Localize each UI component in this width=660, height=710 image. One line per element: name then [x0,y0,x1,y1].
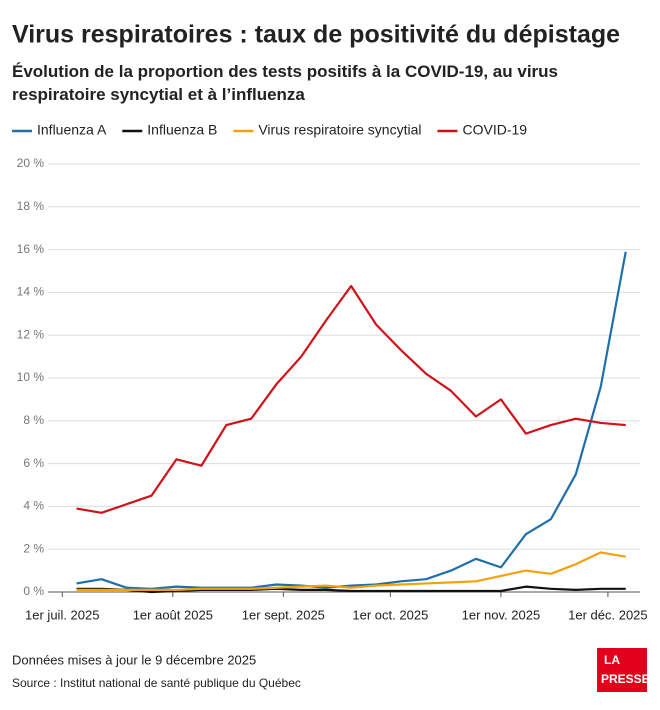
y-tick-label: 0 % [23,584,44,598]
series-line [76,284,626,514]
y-tick-label: 2 % [23,541,44,555]
legend-label: Virus respiratoire syncytial [258,122,421,138]
x-tick-label: 1er déc. 2025 [568,607,648,622]
chart-subtitle: Évolution de la proportion des tests pos… [12,62,558,104]
x-tick-label: 1er août 2025 [133,607,213,622]
y-tick-label: 16 % [17,242,45,256]
chart-title: Virus respiratoires : taux de positivité… [12,21,620,49]
series-line [76,551,626,591]
subtitle-box: Évolution de la proportion des tests pos… [12,62,558,104]
legend-label: Influenza B [147,122,217,138]
series-line [76,251,627,590]
y-tick-label: 18 % [17,199,45,213]
y-tick-label: 14 % [17,285,45,299]
note: Données mises à jour le 9 décembre 2025 [12,652,256,667]
y-tick-label: 4 % [23,499,44,513]
logo-text: PRESSE [601,672,650,686]
x-tick-label: 1er juil. 2025 [25,607,99,622]
legend-label: COVID-19 [462,122,527,138]
x-tick-label: 1er sept. 2025 [242,607,325,622]
y-tick-label: 20 % [17,156,45,170]
y-tick-label: 8 % [23,413,44,427]
series-line [76,585,626,594]
x-tick-label: 1er nov. 2025 [462,607,541,622]
logo-text: LA [604,653,620,667]
y-tick-label: 10 % [17,370,45,384]
source: Source : Institut national de santé publ… [12,676,301,690]
logo-box [597,648,647,692]
y-tick-label: 12 % [17,327,45,341]
y-tick-label: 6 % [23,456,44,470]
x-tick-label: 1er oct. 2025 [352,607,428,622]
legend-label: Influenza A [37,122,107,138]
